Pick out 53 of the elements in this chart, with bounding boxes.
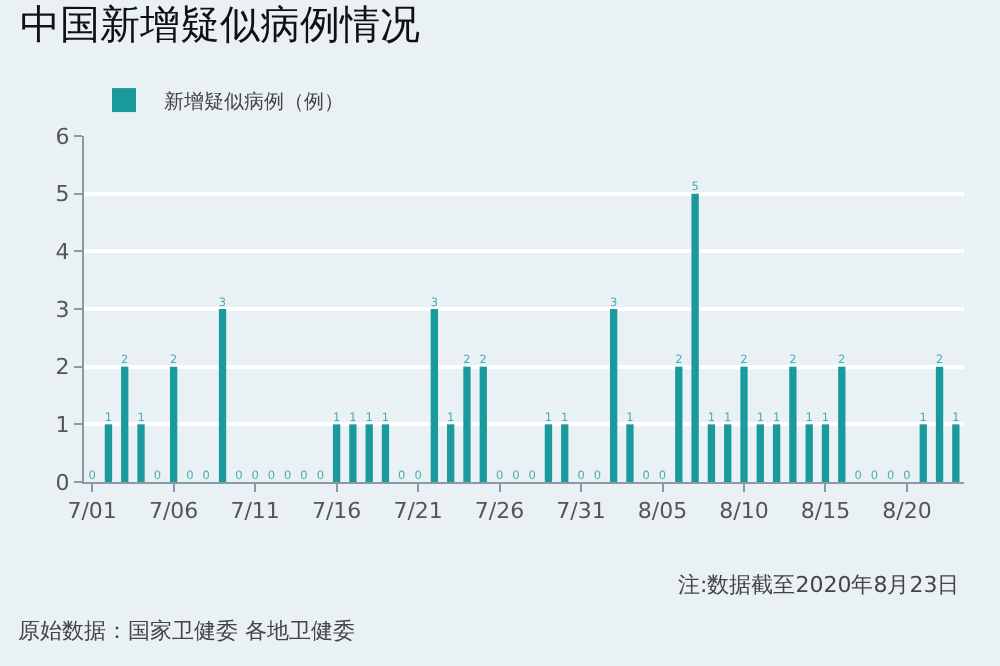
text: 原始数据：国家卫健委 各地卫健委 [18, 618, 355, 644]
bar [218, 309, 227, 482]
x-tick-label: 8/05 [637, 498, 688, 525]
bar [104, 424, 113, 482]
legend-label: 新增疑似病例（例） [164, 89, 344, 114]
x-tick-label: 7/21 [393, 498, 443, 525]
x-tick-label: 8/10 [719, 498, 769, 525]
y-tick-label: 6 [55, 123, 70, 150]
bar [935, 366, 944, 482]
bar [789, 366, 797, 482]
bar [821, 424, 830, 482]
text: 注:数据截至2020年8月23日 [678, 572, 960, 598]
x-tick-label: 7/01 [67, 498, 117, 525]
bar [675, 366, 683, 482]
bar [707, 424, 716, 482]
bar [365, 424, 373, 482]
bar [137, 424, 145, 482]
bar [561, 424, 569, 482]
x-tick-label: 8/15 [800, 498, 851, 525]
bar [756, 424, 764, 482]
bar [169, 366, 178, 482]
y-tick-label: 1 [55, 412, 70, 439]
x-tick-label: 7/11 [230, 498, 280, 525]
bar [349, 424, 357, 482]
bar [805, 424, 813, 482]
bar [381, 424, 390, 482]
bar [430, 309, 439, 482]
y-tick-label: 5 [55, 181, 70, 208]
y-tick-label: 0 [55, 469, 70, 496]
chart-title: 中国新增疑似病例情况 [20, 0, 420, 48]
bar [447, 424, 455, 482]
bar [724, 424, 732, 482]
x-tick-label: 7/16 [311, 498, 362, 525]
y-tick-label: 3 [55, 296, 70, 323]
y-tick-label: 2 [55, 354, 70, 381]
bar [772, 424, 781, 482]
bar [544, 424, 553, 482]
x-tick-label: 7/26 [474, 498, 525, 525]
bar [626, 424, 634, 482]
x-tick-label: 7/31 [556, 498, 606, 525]
bar [463, 366, 471, 482]
bar [332, 424, 341, 482]
bar [479, 366, 487, 482]
x-tick-label: 7/06 [148, 498, 199, 525]
bar [691, 193, 699, 482]
bar [838, 366, 846, 482]
bar [952, 424, 960, 482]
bar [609, 309, 618, 482]
bar [740, 366, 748, 482]
bar [919, 424, 927, 482]
y-tick-label: 4 [55, 239, 70, 266]
bar [121, 366, 129, 482]
x-tick-label: 8/20 [882, 498, 932, 525]
